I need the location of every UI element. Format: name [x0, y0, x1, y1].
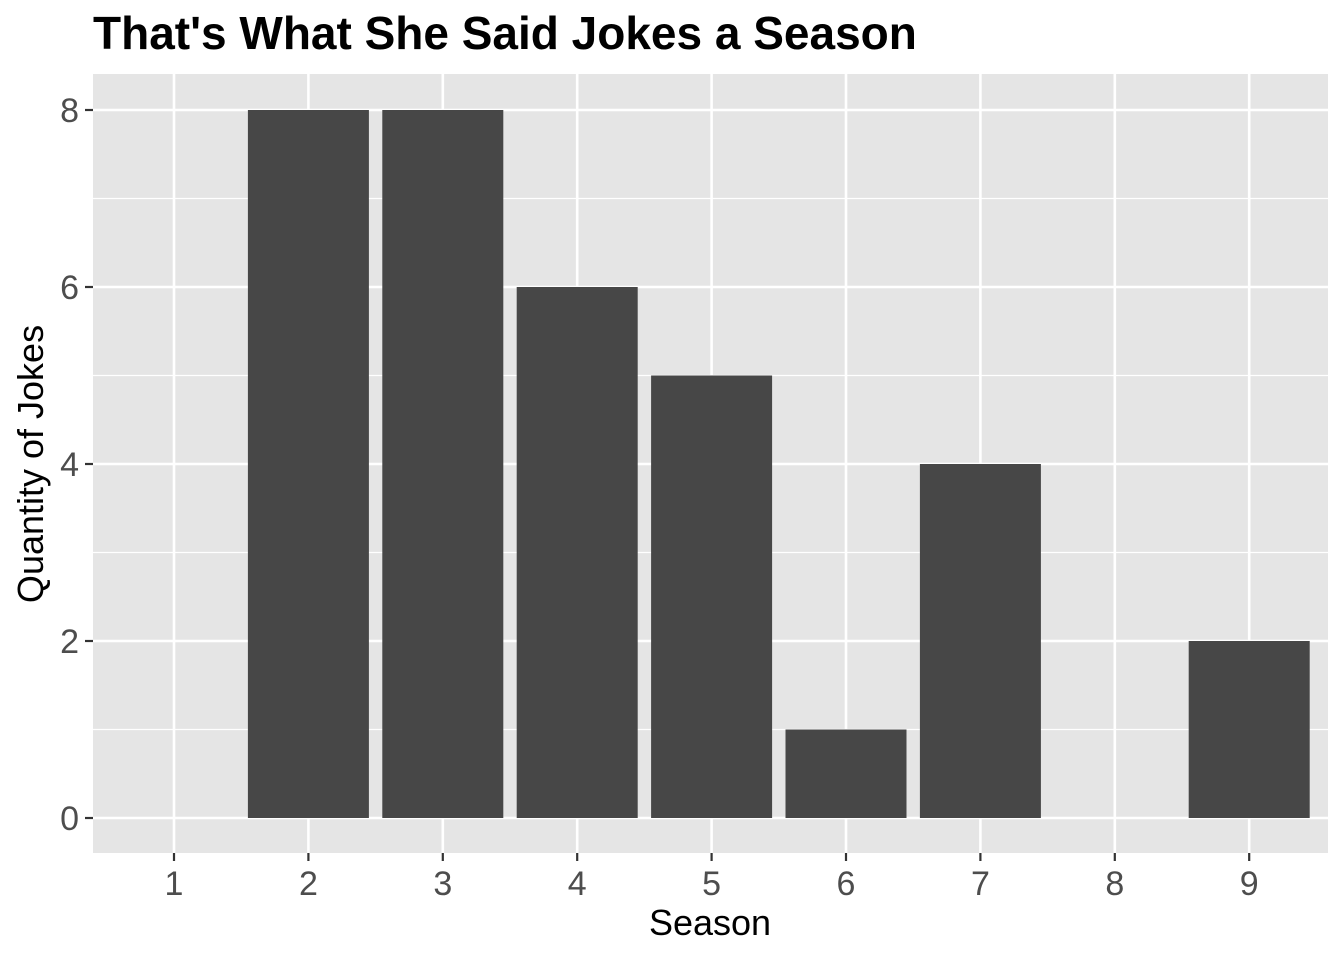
chart-title: That's What She Said Jokes a Season — [93, 7, 917, 59]
x-axis-ticks: 1 2 3 4 5 6 7 8 9 — [165, 853, 1259, 903]
bars — [247, 110, 1310, 818]
x-tick-label: 3 — [433, 865, 452, 903]
x-tick-label: 8 — [1105, 865, 1124, 903]
x-tick-label: 1 — [165, 865, 184, 903]
y-tick-label: 0 — [60, 800, 79, 838]
x-tick-label: 9 — [1240, 865, 1259, 903]
y-tick-label: 8 — [60, 92, 79, 130]
y-axis-ticks: 0 2 4 6 8 — [60, 92, 93, 838]
bar-season-5 — [651, 375, 773, 818]
y-tick-label: 2 — [60, 623, 79, 661]
x-tick-label: 6 — [837, 865, 856, 903]
bar-season-2 — [247, 110, 369, 818]
bar-season-4 — [516, 287, 638, 818]
x-tick-label: 2 — [299, 865, 318, 903]
y-tick-label: 4 — [60, 446, 79, 484]
x-tick-label: 7 — [971, 865, 990, 903]
x-tick-label: 5 — [702, 865, 721, 903]
bar-season-3 — [382, 110, 504, 818]
x-axis-title: Season — [649, 902, 771, 943]
x-tick-label: 4 — [568, 865, 587, 903]
bar-season-6 — [785, 729, 907, 818]
bar-season-7 — [919, 464, 1041, 818]
bar-season-9 — [1188, 641, 1310, 818]
y-tick-label: 6 — [60, 269, 79, 307]
y-axis-title: Quantity of Jokes — [10, 325, 51, 603]
